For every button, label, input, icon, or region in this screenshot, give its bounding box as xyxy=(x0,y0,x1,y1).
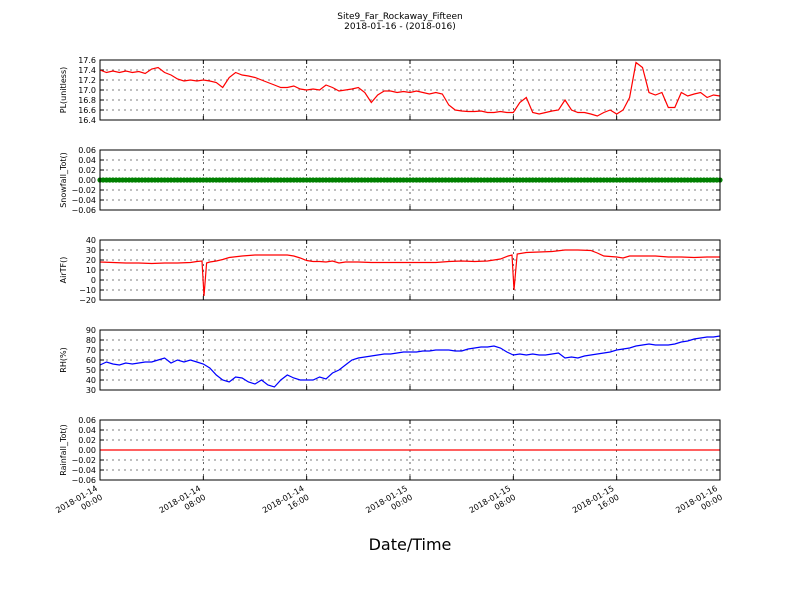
y-tick-label: 0 xyxy=(91,276,96,285)
y-tick-label: 16.4 xyxy=(78,116,96,125)
subplots: 16.416.616.817.017.217.417.6 PL(unitless)… xyxy=(59,56,723,485)
series-line xyxy=(99,61,721,117)
y-tick-label: 0.04 xyxy=(78,426,96,435)
y-tick-label: 17.2 xyxy=(78,76,96,85)
y-tick-label: 0.00 xyxy=(78,446,96,455)
y-tick-label: 90 xyxy=(86,326,96,335)
chart-subtitle: 2018-01-16 - (2018-016) xyxy=(344,22,456,32)
subplot-2: −0.06−0.04−0.020.000.020.040.06 Snowfall_… xyxy=(59,146,723,215)
series-line xyxy=(99,335,721,388)
y-tick-label: −10 xyxy=(79,286,96,295)
y-tick-label: 60 xyxy=(86,356,96,365)
y-tick-label: −0.06 xyxy=(71,476,96,485)
x-tick-label: 2018-01-1416:00 xyxy=(261,484,311,524)
axes-frame xyxy=(99,329,721,391)
y-tick-label: 10 xyxy=(86,266,96,275)
x-tick-label: 2018-01-1516:00 xyxy=(571,484,621,524)
y-tick-label: 0.00 xyxy=(78,176,96,185)
y-tick-label: 16.8 xyxy=(78,96,96,105)
y-tick-label: 40 xyxy=(86,236,96,245)
y-tick-label: −0.02 xyxy=(71,456,96,465)
chart-title: Site9_Far_Rockaway_Fifteen xyxy=(337,12,463,22)
axes-frame xyxy=(99,149,721,211)
y-axis-label: PL(unitless) xyxy=(59,67,68,114)
y-tick-label: 20 xyxy=(86,256,96,265)
y-axis-label: Rainfall_Tot() xyxy=(59,424,68,476)
axes-frame xyxy=(99,59,721,121)
y-tick-label: −0.04 xyxy=(71,196,96,205)
y-tick-label: 17.6 xyxy=(78,56,96,65)
y-tick-label: 17.0 xyxy=(78,86,96,95)
series-line xyxy=(99,249,720,297)
y-tick-label: −0.02 xyxy=(71,186,96,195)
y-tick-label: 70 xyxy=(86,346,96,355)
y-tick-label: 30 xyxy=(86,386,96,395)
y-tick-label: 80 xyxy=(86,336,96,345)
y-tick-label: 0.02 xyxy=(78,166,96,175)
subplot-5: −0.06−0.04−0.020.000.020.040.06 Rainfall_… xyxy=(59,416,721,485)
y-tick-label: 0.06 xyxy=(78,416,96,425)
y-tick-label: 30 xyxy=(86,246,96,255)
x-tick-label: 2018-01-1400:00 xyxy=(54,484,104,524)
x-tick-label: 2018-01-1500:00 xyxy=(364,484,414,524)
x-tick-label: 2018-01-1408:00 xyxy=(158,484,208,524)
y-axis-label: AirTF() xyxy=(59,257,68,284)
y-tick-label: 17.4 xyxy=(78,66,96,75)
axes-frame xyxy=(99,239,721,301)
y-axis-label: RH(%) xyxy=(59,347,68,372)
y-axis-label: Snowfall_Tot() xyxy=(59,152,68,208)
x-tick-label: 2018-01-1508:00 xyxy=(468,484,518,524)
y-tick-label: −20 xyxy=(79,296,96,305)
y-tick-label: 0.04 xyxy=(78,156,96,165)
axes-frame xyxy=(99,419,721,481)
y-tick-label: 16.6 xyxy=(78,106,96,115)
y-tick-label: −0.06 xyxy=(71,206,96,215)
y-tick-label: −0.04 xyxy=(71,466,96,475)
subplot-1: 16.416.616.817.017.217.417.6 PL(unitless) xyxy=(59,56,721,125)
y-tick-label: 50 xyxy=(86,366,96,375)
x-tick-label: 2018-01-1600:00 xyxy=(674,484,724,524)
y-tick-label: 0.02 xyxy=(78,436,96,445)
x-axis-tick-labels: 2018-01-1400:00 2018-01-1408:00 2018-01-14… xyxy=(54,484,724,524)
y-tick-label: 0.06 xyxy=(78,146,96,155)
x-axis-label: Date/Time xyxy=(369,535,452,554)
y-tick-label: 40 xyxy=(86,376,96,385)
